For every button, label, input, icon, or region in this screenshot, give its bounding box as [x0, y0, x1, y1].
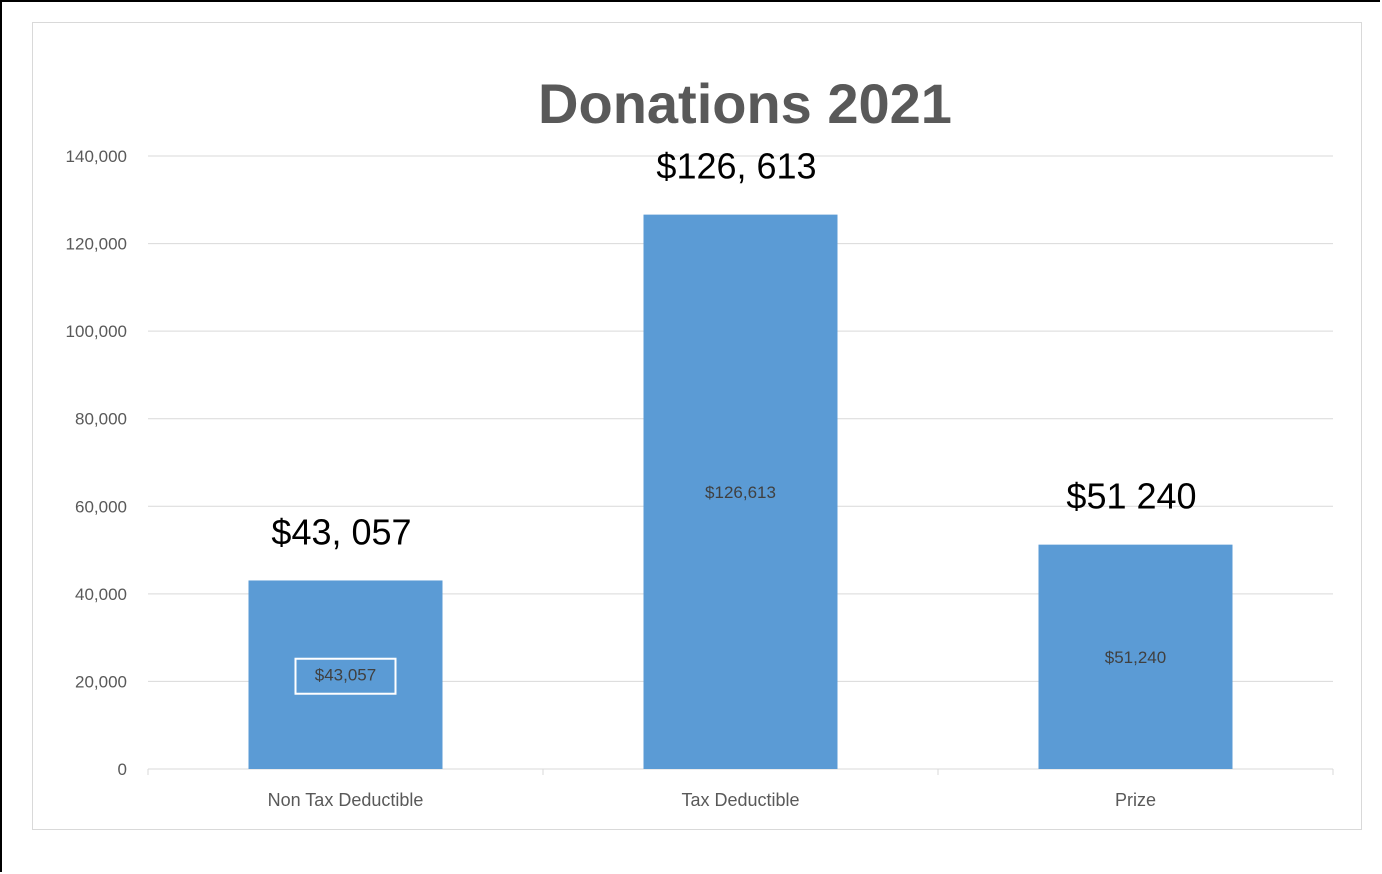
y-tick-label: 100,000 [66, 322, 127, 341]
y-tick-label: 20,000 [75, 672, 127, 691]
x-tick-label: Tax Deductible [681, 790, 799, 810]
y-tick-label: 60,000 [75, 497, 127, 516]
inner-data-label: $51,240 [1105, 648, 1166, 667]
chart-title: Donations 2021 [538, 72, 952, 135]
y-tick-label: 140,000 [66, 147, 127, 166]
y-tick-label: 0 [118, 760, 127, 779]
inner-data-label: $126,613 [705, 483, 776, 502]
x-axis: Non Tax Deductible Tax Deductible Prize [147, 768, 1334, 810]
data-label-box [294, 657, 397, 695]
bar [643, 214, 838, 769]
outer-value-label: $126, 613 [656, 146, 816, 187]
outer-value-label: $51 240 [1066, 476, 1196, 517]
y-tick-label: 40,000 [75, 585, 127, 604]
x-tick-label: Prize [1115, 790, 1156, 810]
bar [1038, 544, 1233, 769]
data-labels: $43,057 $43, 057 $126,613 $126, 613 $51,240 $… [271, 146, 1197, 695]
inner-data-label: $43,057 [315, 666, 376, 685]
outer-value-label: $43, 057 [271, 511, 411, 552]
y-tick-label: 120,000 [66, 235, 127, 254]
y-axis: 0 20,000 40,000 60,000 80,000 100,000 120,000 1… [66, 147, 127, 779]
bars [248, 214, 1233, 769]
x-tick-label: Non Tax Deductible [268, 790, 424, 810]
y-tick-label: 80,000 [75, 410, 127, 429]
bar [248, 580, 443, 769]
